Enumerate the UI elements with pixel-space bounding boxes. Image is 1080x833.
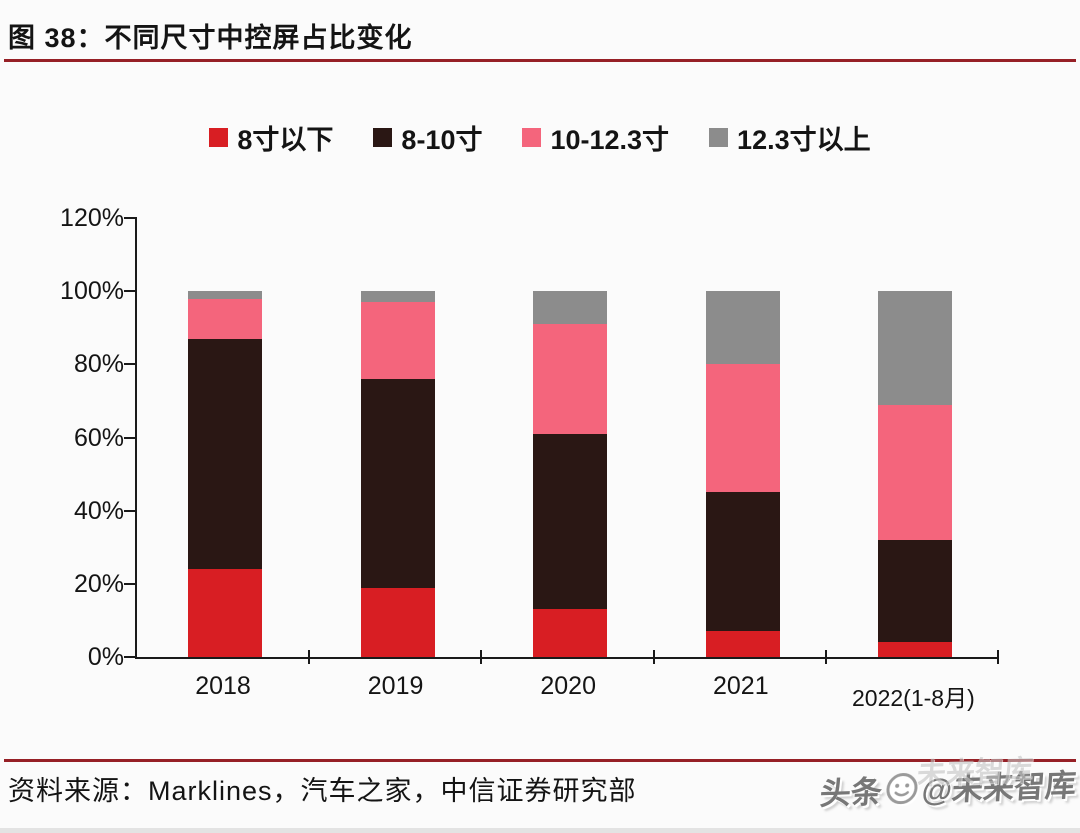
x-axis-tick	[997, 650, 999, 664]
toutiao-logo-icon	[886, 772, 918, 804]
legend-item: 12.3寸以上	[709, 118, 871, 157]
legend-label: 8-10寸	[401, 125, 483, 155]
y-axis-tick-label: 40%	[73, 496, 124, 525]
bar-segment	[878, 540, 953, 643]
watermark: 未来智库 头条 @未来智库	[818, 755, 1077, 813]
chart-legend: 8寸以下 8-10寸 10-12.3寸 12.3寸以上	[0, 118, 1080, 157]
legend-label: 12.3寸以上	[737, 125, 871, 155]
y-axis-tick-label: 100%	[60, 277, 124, 306]
legend-label: 10-12.3寸	[550, 125, 670, 155]
y-axis-tick	[124, 656, 137, 658]
y-axis-tick-label: 80%	[73, 350, 124, 379]
figure-title: 图 38：不同尺寸中控屏占比变化	[8, 23, 413, 53]
legend-swatch	[209, 128, 229, 147]
y-axis-tick	[124, 290, 137, 293]
x-axis-category-label: 2021	[712, 672, 769, 700]
bar-segment	[533, 291, 608, 325]
bar-segment	[533, 609, 608, 657]
x-axis-tick	[824, 650, 827, 664]
y-axis-tick	[124, 509, 137, 512]
y-axis-tick-label: 20%	[73, 569, 124, 598]
stacked-bar-2018	[188, 291, 262, 657]
legend-swatch	[373, 128, 393, 147]
x-axis-labels: 2018 2019 2020 2021 2022(1-8月)	[0, 672, 1080, 722]
stacked-bar-2021	[705, 291, 780, 657]
footer-rule	[4, 759, 1076, 762]
bar-segment	[878, 642, 953, 657]
x-axis-category-label: 2022(1-8月)	[852, 685, 975, 711]
bar-segment	[360, 302, 435, 379]
y-axis-tick	[124, 436, 137, 439]
bar-segment	[705, 631, 780, 657]
legend-item: 10-12.3寸	[522, 118, 669, 157]
stacked-bar-2022(1-8月)	[878, 291, 953, 657]
x-axis-category-label: 2020	[540, 672, 596, 700]
legend-swatch	[709, 128, 729, 147]
watermark-ghost-text: 未来智库	[915, 754, 1034, 792]
y-axis-tick-label: 120%	[60, 204, 124, 232]
bottom-edge-strip	[0, 828, 1080, 833]
stacked-bar-2019	[360, 291, 435, 657]
bar-segment	[705, 492, 780, 632]
x-axis-category-label: 2018	[195, 672, 251, 700]
y-axis-tick	[124, 582, 137, 585]
y-axis-labels: 0% 20% 40% 60% 80% 100% 120%	[0, 204, 124, 671]
y-axis-tick-label: 0%	[87, 643, 124, 671]
x-axis-category-label: 2019	[367, 672, 424, 700]
bar-segment	[878, 291, 953, 405]
bar-segment	[360, 379, 435, 588]
legend-swatch	[522, 128, 542, 147]
legend-item: 8寸以下	[209, 118, 333, 157]
x-axis-tick	[480, 650, 483, 664]
bar-segment	[360, 587, 435, 657]
bar-segment	[705, 364, 780, 493]
bar-segment	[533, 324, 608, 434]
y-axis-tick	[124, 217, 137, 219]
y-axis-tick-label: 60%	[73, 423, 124, 452]
bar-segment	[878, 404, 953, 541]
source-note: 资料来源：Marklines，汽车之家，中信证券研究部	[8, 776, 637, 806]
x-axis-tick	[308, 650, 311, 664]
legend-label: 8寸以下	[237, 125, 334, 155]
bar-segment	[533, 433, 608, 610]
stacked-bar-2020	[533, 291, 608, 657]
bar-segment	[360, 291, 435, 303]
bar-segment	[188, 338, 262, 570]
bar-segment	[705, 291, 780, 365]
bar-segment	[188, 569, 262, 657]
y-axis-tick	[124, 363, 137, 366]
legend-item: 8-10寸	[373, 118, 482, 157]
x-axis-tick	[652, 650, 655, 664]
bar-segment	[188, 298, 262, 339]
watermark-row: 头条 @未来智库	[818, 759, 1077, 813]
title-underline-rule	[4, 59, 1076, 62]
watermark-prefix: 头条	[818, 774, 883, 812]
bar-segment	[188, 291, 262, 299]
stacked-bar-plot-area	[124, 217, 999, 664]
